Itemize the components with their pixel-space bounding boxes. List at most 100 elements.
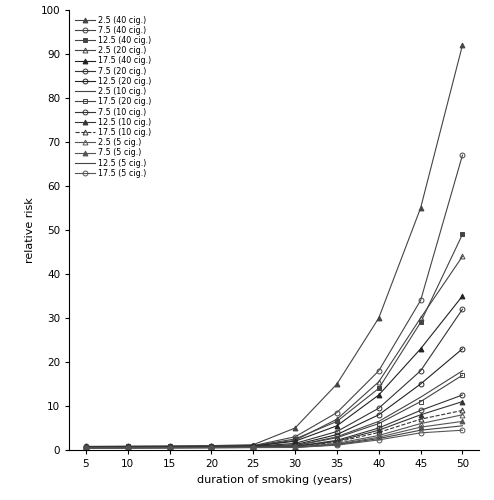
12.5 (40 cig.) <box>376 386 382 392</box>
17.5 (5 cig.) <box>417 430 423 436</box>
12.5 (20 cig.) <box>250 444 256 450</box>
7.5 (40 cig.) <box>208 443 214 449</box>
2.5 (40 cig.) <box>292 425 298 431</box>
2.5 (20 cig.) <box>166 444 172 450</box>
12.5 (10 cig.) <box>83 444 89 450</box>
12.5 (10 cig.) <box>376 427 382 433</box>
2.5 (5 cig.) <box>208 444 214 450</box>
2.5 (10 cig.) <box>83 444 89 450</box>
12.5 (20 cig.) <box>125 444 131 450</box>
12.5 (40 cig.) <box>417 320 423 326</box>
17.5 (20 cig.) <box>459 372 465 378</box>
2.5 (10 cig.) <box>292 442 298 448</box>
Line: 17.5 (5 cig.): 17.5 (5 cig.) <box>83 428 465 450</box>
12.5 (40 cig.) <box>83 444 89 450</box>
17.5 (10 cig.) <box>166 444 172 450</box>
17.5 (40 cig.) <box>250 443 256 449</box>
7.5 (20 cig.) <box>83 444 89 450</box>
7.5 (40 cig.) <box>166 444 172 450</box>
12.5 (40 cig.) <box>166 444 172 450</box>
12.5 (20 cig.) <box>83 444 89 450</box>
17.5 (5 cig.) <box>334 442 340 448</box>
7.5 (10 cig.) <box>208 444 214 450</box>
Line: 17.5 (40 cig.): 17.5 (40 cig.) <box>83 294 465 450</box>
7.5 (20 cig.) <box>125 444 131 450</box>
7.5 (5 cig.) <box>292 444 298 450</box>
17.5 (20 cig.) <box>376 420 382 426</box>
2.5 (40 cig.) <box>376 315 382 321</box>
7.5 (10 cig.) <box>292 444 298 450</box>
Line: 2.5 (5 cig.): 2.5 (5 cig.) <box>83 412 465 451</box>
Line: 7.5 (5 cig.): 7.5 (5 cig.) <box>83 419 465 450</box>
Line: 2.5 (20 cig.): 2.5 (20 cig.) <box>83 254 465 450</box>
2.5 (40 cig.) <box>125 444 131 450</box>
2.5 (5 cig.) <box>250 444 256 450</box>
2.5 (40 cig.) <box>83 444 89 450</box>
2.5 (5 cig.) <box>83 445 89 451</box>
7.5 (40 cig.) <box>292 434 298 440</box>
12.5 (10 cig.) <box>125 444 131 450</box>
17.5 (10 cig.) <box>417 416 423 422</box>
Line: 12.5 (5 cig.): 12.5 (5 cig.) <box>86 426 462 448</box>
17.5 (40 cig.) <box>83 444 89 450</box>
2.5 (10 cig.) <box>250 444 256 450</box>
7.5 (40 cig.) <box>334 410 340 416</box>
Legend: 2.5 (40 cig.), 7.5 (40 cig.), 12.5 (40 cig.), 2.5 (20 cig.), 17.5 (40 cig.), 7.5: 2.5 (40 cig.), 7.5 (40 cig.), 12.5 (40 c… <box>73 14 153 179</box>
7.5 (40 cig.) <box>459 152 465 158</box>
2.5 (5 cig.) <box>166 444 172 450</box>
2.5 (40 cig.) <box>166 443 172 449</box>
12.5 (10 cig.) <box>459 398 465 404</box>
7.5 (40 cig.) <box>376 368 382 374</box>
17.5 (20 cig.) <box>250 444 256 450</box>
7.5 (40 cig.) <box>417 298 423 304</box>
7.5 (10 cig.) <box>334 438 340 444</box>
Line: 2.5 (10 cig.): 2.5 (10 cig.) <box>86 371 462 448</box>
Y-axis label: relative risk: relative risk <box>25 197 35 263</box>
12.5 (5 cig.) <box>208 444 214 450</box>
12.5 (40 cig.) <box>459 232 465 237</box>
7.5 (40 cig.) <box>250 442 256 448</box>
17.5 (5 cig.) <box>125 445 131 451</box>
7.5 (5 cig.) <box>208 444 214 450</box>
12.5 (20 cig.) <box>208 444 214 450</box>
7.5 (10 cig.) <box>83 444 89 450</box>
17.5 (40 cig.) <box>376 392 382 398</box>
12.5 (20 cig.) <box>376 412 382 418</box>
12.5 (5 cig.) <box>459 423 465 429</box>
12.5 (20 cig.) <box>417 381 423 387</box>
2.5 (10 cig.) <box>166 444 172 450</box>
17.5 (40 cig.) <box>417 346 423 352</box>
12.5 (20 cig.) <box>459 346 465 352</box>
17.5 (20 cig.) <box>334 434 340 440</box>
7.5 (20 cig.) <box>250 444 256 450</box>
12.5 (10 cig.) <box>417 412 423 418</box>
17.5 (20 cig.) <box>83 444 89 450</box>
2.5 (20 cig.) <box>292 438 298 444</box>
2.5 (20 cig.) <box>208 444 214 450</box>
7.5 (5 cig.) <box>83 445 89 451</box>
2.5 (20 cig.) <box>83 444 89 450</box>
7.5 (5 cig.) <box>334 442 340 448</box>
2.5 (5 cig.) <box>459 412 465 418</box>
17.5 (10 cig.) <box>459 408 465 414</box>
17.5 (20 cig.) <box>125 444 131 450</box>
2.5 (40 cig.) <box>208 442 214 448</box>
2.5 (40 cig.) <box>334 381 340 387</box>
17.5 (5 cig.) <box>208 445 214 451</box>
7.5 (20 cig.) <box>166 444 172 450</box>
Line: 7.5 (10 cig.): 7.5 (10 cig.) <box>83 392 465 450</box>
Line: 17.5 (10 cig.): 17.5 (10 cig.) <box>83 408 465 450</box>
2.5 (10 cig.) <box>125 444 131 450</box>
2.5 (20 cig.) <box>376 379 382 385</box>
17.5 (10 cig.) <box>125 444 131 450</box>
17.5 (20 cig.) <box>208 444 214 450</box>
2.5 (5 cig.) <box>417 420 423 426</box>
7.5 (5 cig.) <box>250 444 256 450</box>
17.5 (10 cig.) <box>208 444 214 450</box>
2.5 (5 cig.) <box>334 440 340 446</box>
17.5 (10 cig.) <box>334 439 340 445</box>
7.5 (5 cig.) <box>125 445 131 451</box>
7.5 (5 cig.) <box>417 424 423 430</box>
X-axis label: duration of smoking (years): duration of smoking (years) <box>197 474 352 484</box>
2.5 (10 cig.) <box>417 394 423 400</box>
